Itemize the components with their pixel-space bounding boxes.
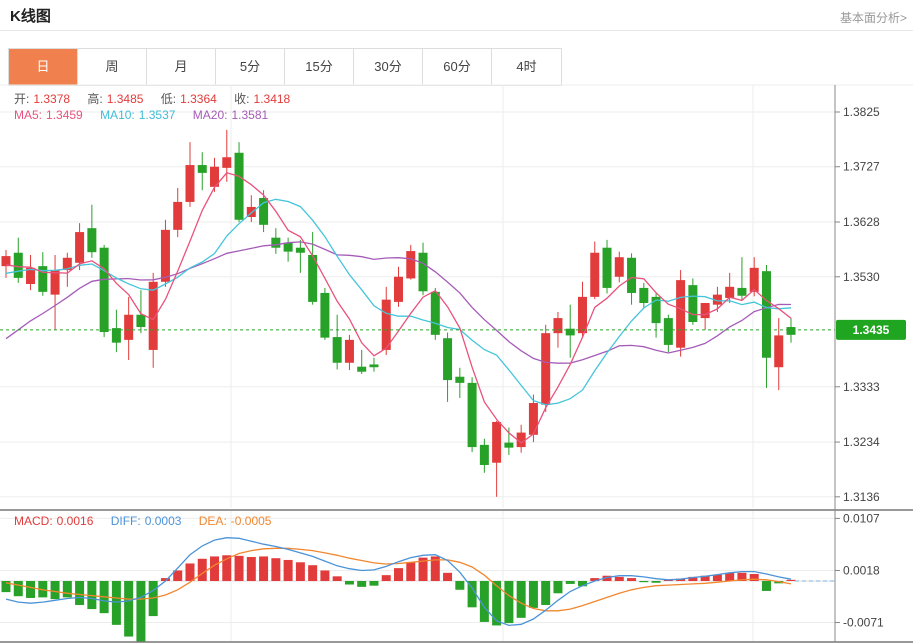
svg-text:1.3234: 1.3234 bbox=[843, 435, 880, 449]
ma20-label: MA20: bbox=[192, 108, 228, 122]
page-title: K线图 bbox=[10, 8, 51, 25]
ma5-value: 1.3459 bbox=[46, 108, 83, 122]
svg-text:-0.0071: -0.0071 bbox=[843, 616, 884, 630]
svg-text:1.3727: 1.3727 bbox=[843, 160, 880, 174]
ma5-line bbox=[5, 172, 792, 444]
interval-tab[interactable]: 4时 bbox=[492, 49, 561, 85]
svg-text:1.3435: 1.3435 bbox=[853, 323, 890, 337]
svg-text:1.3628: 1.3628 bbox=[843, 215, 880, 229]
panel-borders bbox=[0, 85, 913, 643]
high-value: 1.3485 bbox=[106, 92, 144, 106]
macd-value: 0.0016 bbox=[56, 514, 94, 528]
ma10-label: MA10: bbox=[100, 108, 135, 122]
interval-tab[interactable]: 周 bbox=[78, 49, 147, 85]
gridlines bbox=[0, 84, 913, 641]
svg-text:1.3825: 1.3825 bbox=[843, 105, 880, 119]
open-label: 开: bbox=[14, 92, 30, 106]
open-value: 1.3378 bbox=[33, 92, 71, 106]
interval-tab[interactable]: 60分 bbox=[423, 49, 492, 85]
interval-tab[interactable]: 30分 bbox=[354, 49, 423, 85]
svg-text:1.3333: 1.3333 bbox=[843, 380, 880, 394]
interval-tab[interactable]: 5分 bbox=[216, 49, 285, 85]
macd-readout: MACD: 0.0016 DIFF: 0.0003 DEA: -0.0005 bbox=[14, 514, 275, 528]
low-value: 1.3364 bbox=[180, 92, 217, 106]
ma20-value: 1.3581 bbox=[231, 108, 269, 122]
ma10-line bbox=[5, 198, 792, 406]
svg-text:0.0107: 0.0107 bbox=[843, 511, 880, 525]
diff-value: 0.0003 bbox=[144, 514, 182, 528]
ohlc-readout: 开: 1.3378 高: 1.3485 低: 1.3364 收: 1.3418 bbox=[14, 90, 294, 107]
diff-line bbox=[5, 537, 792, 627]
svg-text:0.0018: 0.0018 bbox=[843, 563, 880, 577]
ma10-value: 1.3537 bbox=[138, 108, 176, 122]
interval-tab[interactable]: 日 bbox=[9, 49, 78, 85]
interval-tab[interactable]: 15分 bbox=[285, 49, 354, 85]
interval-tab[interactable]: 月 bbox=[147, 49, 216, 85]
dea-value: -0.0005 bbox=[230, 514, 272, 528]
price-axis: 1.3825 1.3727 1.3628 1.3530 1.3333 1.3234 1.31… bbox=[835, 105, 880, 504]
svg-text:1.3530: 1.3530 bbox=[843, 270, 880, 284]
svg-text:1.3136: 1.3136 bbox=[843, 490, 880, 504]
macd-label: MACD: bbox=[14, 514, 53, 528]
ma5-label: MA5: bbox=[14, 108, 43, 122]
interval-tabs: 日周月 5分 15分 30分 60分 4时 bbox=[8, 48, 562, 86]
current-price-badge: 1.3435 bbox=[836, 319, 906, 340]
header-divider bbox=[0, 30, 913, 31]
close-value: 1.3418 bbox=[253, 92, 291, 106]
high-label: 高: bbox=[87, 92, 103, 106]
ma20-line bbox=[5, 241, 792, 364]
ma-readout: MA5: 1.3459 MA10: 1.3537 MA20: 1.3581 bbox=[14, 108, 272, 122]
low-label: 低: bbox=[160, 92, 177, 106]
diff-label: DIFF: bbox=[110, 514, 141, 528]
candles-layer bbox=[1, 129, 796, 497]
fundamental-analysis-link[interactable]: 基本面分析> bbox=[839, 11, 907, 25]
close-label: 收: bbox=[234, 92, 250, 106]
macd-axis: 0.0107 0.0018 -0.0071 bbox=[835, 511, 884, 630]
dea-label: DEA: bbox=[198, 514, 227, 528]
ma-lines-layer bbox=[5, 172, 792, 444]
macd-layer bbox=[0, 537, 835, 642]
